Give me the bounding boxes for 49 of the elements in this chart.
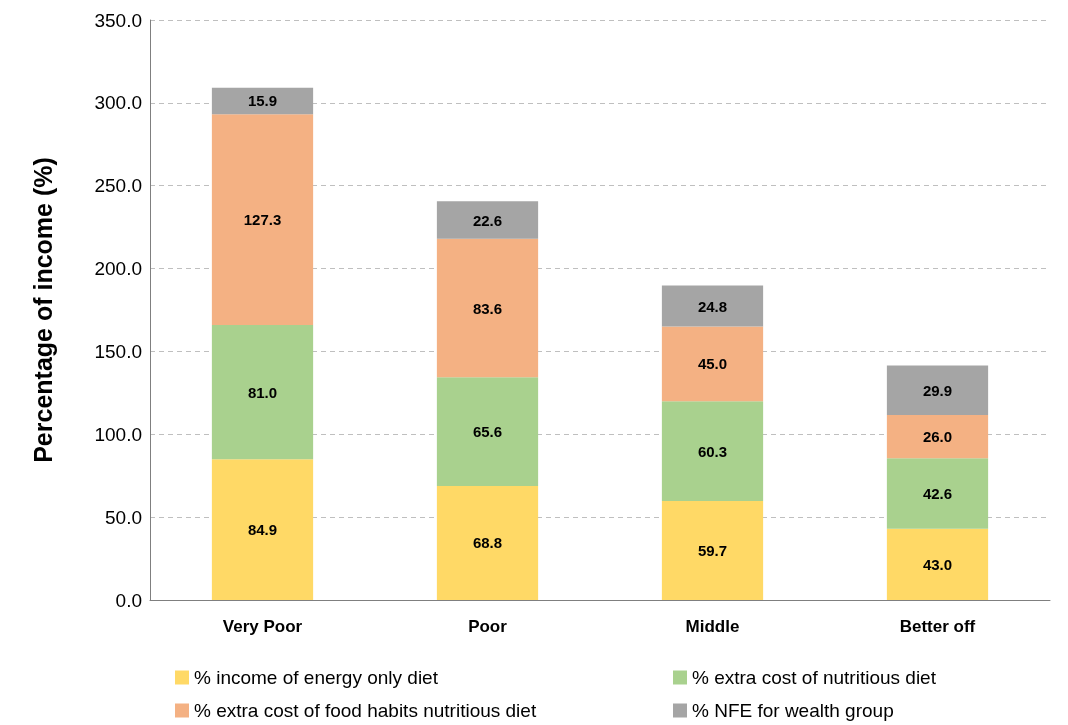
bar [436, 238, 539, 378]
legend-label: % extra cost of nutritious diet [692, 667, 937, 688]
data-label: 68.8 [472, 534, 503, 552]
data-label: 84.9 [247, 521, 278, 539]
y-tick-label: 250.0 [94, 175, 142, 197]
bar [211, 114, 314, 326]
data-label: 15.9 [247, 92, 278, 110]
data-label: 22.6 [472, 211, 503, 229]
x-tick-label: Very Poor [222, 617, 303, 636]
bar [661, 285, 764, 327]
bar [211, 87, 314, 115]
y-tick-label: 350.0 [94, 9, 142, 31]
y-axis-title: Percentage of income (%) [28, 157, 57, 463]
x-tick-label: Middle [685, 617, 740, 636]
bar [436, 201, 539, 239]
bar [211, 325, 314, 460]
data-label: 83.6 [472, 299, 503, 317]
data-label: 42.6 [922, 484, 953, 502]
bar [886, 415, 989, 459]
data-label: 81.0 [247, 383, 278, 401]
data-label: 29.9 [922, 381, 953, 399]
x-tick-label: Poor [468, 617, 508, 636]
y-tick-label: 200.0 [94, 258, 142, 280]
y-tick-label: 100.0 [94, 423, 142, 445]
data-label: 24.8 [697, 297, 728, 315]
bar [661, 326, 764, 402]
data-label: 43.0 [922, 555, 953, 573]
y-tick-label: 0.0 [115, 589, 142, 611]
data-label: 26.0 [922, 428, 953, 446]
y-tick-label: 300.0 [94, 92, 142, 114]
bar [211, 459, 314, 600]
legend-label: % NFE for wealth group [692, 700, 894, 721]
bar [661, 401, 764, 502]
y-tick-label: 50.0 [105, 506, 142, 528]
bar [436, 485, 539, 600]
data-label: 59.7 [697, 542, 728, 560]
bar [661, 501, 764, 600]
bar [886, 458, 989, 529]
data-label: 45.0 [697, 355, 728, 373]
x-tick-label: Better off [899, 617, 976, 636]
y-tick-label: 150.0 [94, 340, 142, 362]
bar [436, 377, 539, 486]
bar [886, 528, 989, 600]
data-label: 60.3 [697, 442, 728, 460]
data-label: 65.6 [472, 423, 503, 441]
bar [886, 365, 989, 416]
data-label: 127.3 [243, 211, 282, 229]
legend-label: % extra cost of food habits nutritious diet [194, 700, 537, 721]
legend-label: % income of energy only diet [194, 667, 439, 688]
